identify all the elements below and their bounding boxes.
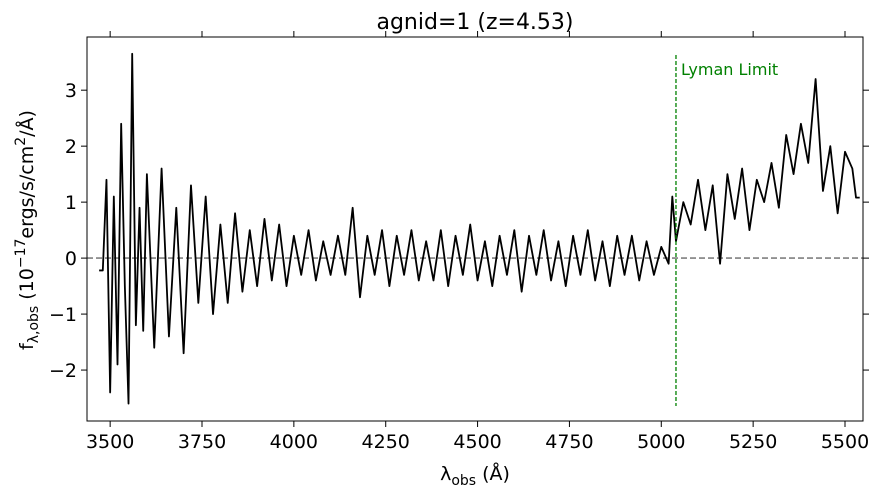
spectrum-line [99, 52, 860, 405]
y-label-sup: 2 [13, 137, 29, 146]
x-tick-label: 4750 [545, 431, 593, 453]
x-tick-label: 3500 [86, 431, 134, 453]
y-tick-label: 2 [65, 136, 77, 158]
y-label-part: /Å) [15, 110, 38, 137]
x-tick-label: 5000 [637, 431, 685, 453]
y-tick-label: 3 [65, 80, 77, 102]
y-label-part: f [16, 342, 38, 350]
y-label-sup: −17 [13, 239, 29, 269]
x-tick-label: 4500 [453, 431, 501, 453]
x-tick-label: 5500 [821, 431, 869, 453]
y-tick-label: −2 [49, 360, 77, 382]
x-tick-label: 5250 [729, 431, 777, 453]
y-label-part: (10 [16, 268, 38, 306]
x-tick-label: 4000 [270, 431, 318, 453]
x-label-part: λ [440, 463, 451, 485]
y-axis-label: fλ,obs (10−17ergs/s/cm2/Å) [13, 110, 42, 350]
y-label-part: ergs/s/cm [16, 146, 38, 239]
annotation-label: Lyman Limit [681, 60, 778, 79]
x-label-part: (Å) [476, 462, 510, 485]
x-tick-label: 4250 [362, 431, 410, 453]
x-axis-label: λobs (Å) [440, 462, 510, 489]
y-tick-label: 1 [65, 192, 77, 214]
x-tick-label: 3750 [178, 431, 226, 453]
y-label-sub: λ,obs [26, 306, 42, 343]
x-label-sub: obs [451, 473, 476, 489]
plot-frame [86, 36, 864, 422]
y-tick-label: 0 [65, 248, 77, 270]
chart-title: agnid=1 (z=4.53) [376, 10, 573, 35]
y-tick-label: −1 [49, 304, 77, 326]
